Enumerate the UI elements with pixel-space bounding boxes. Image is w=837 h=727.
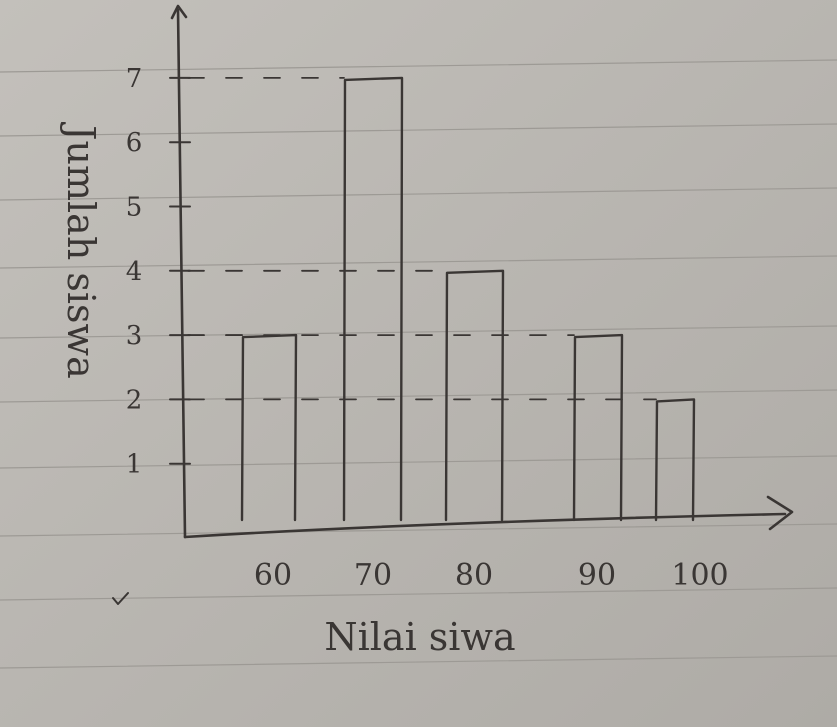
paper-rule-lines	[0, 59, 837, 669]
y-tick-label: 6	[126, 128, 143, 158]
histogram: 1 2 3 4 5 6 7 60 70 80 90 100 Jumlah siswa Nilai s…	[59, 4, 794, 659]
x-ticks: 60 70 80 90 100	[254, 558, 729, 593]
x-tick-label: 70	[354, 558, 392, 593]
rule-line	[0, 325, 837, 339]
rule-line	[0, 455, 837, 469]
rule-line	[0, 587, 837, 601]
bar	[654, 398, 696, 522]
y-tick-label: 2	[126, 385, 143, 415]
y-axis-arrow	[170, 4, 188, 20]
x-axis-label: Nilai siwa	[324, 615, 515, 659]
bars	[240, 76, 696, 522]
rule-line	[0, 187, 837, 201]
x-tick-label: 60	[254, 558, 292, 593]
y-tick-label: 4	[126, 257, 143, 287]
y-axis	[176, 8, 187, 539]
bar	[444, 269, 505, 522]
y-tick-label: 5	[126, 193, 143, 223]
y-ticks: 1 2 3 4 5 6 7	[126, 64, 191, 480]
x-axis	[183, 512, 787, 539]
x-tick-label: 90	[578, 558, 616, 593]
x-tick-label: 80	[455, 558, 493, 593]
x-axis-arrow	[766, 495, 794, 531]
rule-line	[0, 523, 837, 537]
rule-line	[0, 389, 837, 403]
dashed-guides	[187, 77, 657, 401]
y-tick-label: 1	[126, 450, 143, 480]
axes	[170, 4, 794, 539]
rule-line	[0, 655, 837, 669]
rule-line	[0, 255, 837, 269]
y-tick-label: 7	[126, 64, 143, 94]
rule-line	[0, 59, 837, 73]
bar	[342, 76, 404, 522]
y-axis-label: Jumlah siswa	[59, 121, 103, 378]
rule-line	[0, 123, 837, 137]
x-tick-label: 100	[671, 558, 728, 593]
bar	[240, 333, 298, 522]
check-mark-icon	[112, 592, 129, 605]
bar	[572, 333, 624, 522]
y-tick-label: 3	[126, 321, 143, 351]
